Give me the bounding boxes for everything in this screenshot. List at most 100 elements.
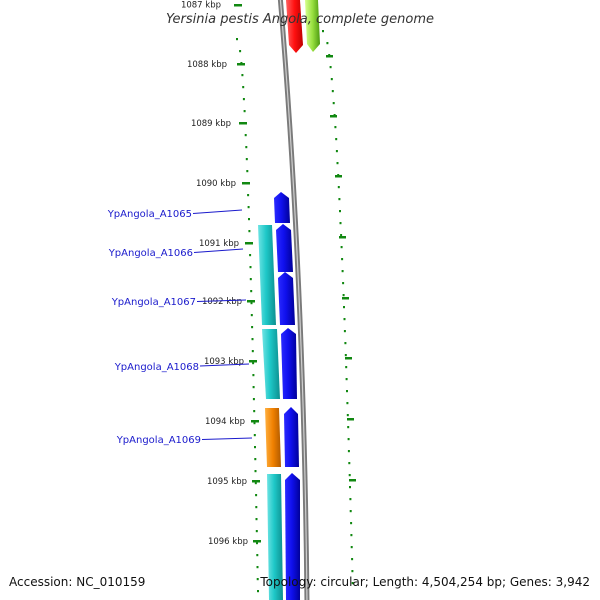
- tick-mark: [342, 297, 349, 300]
- ruler-dot: [334, 126, 337, 129]
- ruler-dot: [349, 498, 352, 501]
- tick-label: 1095 kbp: [207, 477, 247, 487]
- tick-mark: [239, 122, 247, 125]
- tick-labels: 1087 kbp 1088 kbp 1089 kbp 1090 kbp 1091…: [181, 1, 248, 548]
- tick-label: 1096 kbp: [208, 537, 248, 547]
- tick-mark: [234, 4, 242, 7]
- ruler-dot: [341, 270, 344, 273]
- ruler-dot: [346, 414, 349, 417]
- gene-feature-reverse: [262, 329, 280, 399]
- tick-mark: [330, 115, 337, 118]
- genome-summary-text: Topology: circular; Length: 4,504,254 bp…: [260, 575, 590, 589]
- map-title: Yersinia pestis Angola, complete genome: [166, 12, 434, 27]
- ruler-dot: [342, 282, 345, 285]
- ruler-dot: [244, 134, 247, 137]
- ruler-dot: [346, 402, 349, 405]
- tick-label: 1093 kbp: [204, 357, 244, 367]
- ruler-dot: [337, 186, 340, 189]
- ruler-dot: [322, 30, 324, 33]
- gene-feature-forward: [276, 224, 293, 272]
- tick-mark: [347, 418, 354, 421]
- ruler-dot: [340, 246, 343, 249]
- ruler-dot: [347, 438, 350, 441]
- ruler-dot: [245, 146, 248, 149]
- gene-feature-reverse: [267, 474, 283, 600]
- ruler-dot: [340, 234, 343, 237]
- ruler-dot: [249, 266, 252, 269]
- ruler-dot: [347, 450, 350, 453]
- ruler-dot: [251, 338, 254, 341]
- label-line: [199, 363, 250, 367]
- ruler-dots-left: [236, 38, 259, 593]
- ruler-dot: [350, 546, 353, 549]
- label-line: [192, 209, 243, 214]
- tick-mark: [326, 55, 333, 58]
- ruler-dots-right: [322, 30, 354, 585]
- tick-mark: [247, 300, 255, 303]
- ruler-dot: [351, 582, 354, 585]
- gene-feature-green: [305, 0, 320, 52]
- gene-feature-forward: [284, 407, 299, 467]
- ruler-dot: [254, 446, 256, 449]
- gene-feature-forward: [278, 272, 295, 325]
- gene-feature-reverse: [258, 225, 276, 325]
- ruler-dot: [256, 542, 258, 545]
- ruler-dot: [255, 518, 258, 521]
- ruler-dot: [250, 314, 253, 317]
- ruler-dot: [250, 302, 253, 305]
- ruler-dot: [345, 378, 348, 381]
- tick-mark: [245, 242, 253, 245]
- gene-feature-orange: [265, 408, 281, 467]
- ruler-dot: [335, 138, 338, 141]
- ruler-dot: [249, 278, 252, 281]
- ruler-dot: [247, 194, 250, 197]
- gene-labels: YpAngola_A1065 YpAngola_A1066 YpAngola_A…: [107, 209, 201, 446]
- ruler-dot: [243, 110, 246, 113]
- ruler-dot: [346, 390, 348, 393]
- ruler-dot: [349, 510, 352, 513]
- ruler-dot: [254, 458, 257, 461]
- ruler-dot: [255, 530, 258, 533]
- ruler-dot: [336, 162, 339, 165]
- ruler-dot: [339, 210, 341, 213]
- gene-feature-forward: [281, 328, 297, 399]
- ruler-dot: [348, 462, 351, 465]
- ruler-dot: [241, 74, 244, 77]
- gene-feature-forward: [285, 473, 300, 600]
- tick-mark: [237, 63, 245, 66]
- gene-label: YpAngola_A1067: [111, 297, 196, 308]
- ruler-dot: [335, 150, 338, 153]
- ruler-dot: [331, 90, 334, 93]
- tick-label: 1089 kbp: [191, 119, 231, 129]
- tick-mark: [249, 360, 257, 363]
- tick-mark: [251, 420, 259, 423]
- ruler-dot: [247, 206, 250, 209]
- tick-label: 1088 kbp: [187, 60, 227, 70]
- ruler-dot: [254, 482, 257, 485]
- ruler-dot: [332, 102, 335, 105]
- ruler-dot: [255, 506, 258, 509]
- ruler-dot: [343, 306, 345, 309]
- ruler-dot: [344, 342, 347, 345]
- ruler-dot: [242, 86, 245, 89]
- genome-backbone-highlight: [279, 0, 308, 600]
- ruler-dot: [253, 434, 256, 437]
- ruler-dot: [256, 554, 259, 557]
- ruler-dot: [350, 522, 353, 525]
- ruler-dot: [348, 474, 351, 477]
- ruler-dot: [351, 570, 354, 573]
- ruler-dot: [326, 42, 329, 45]
- ruler-dot: [257, 590, 259, 593]
- tick-mark: [252, 480, 260, 483]
- tick-label: 1091 kbp: [199, 239, 239, 249]
- ruler-dot: [249, 254, 252, 257]
- label-line: [201, 437, 253, 440]
- label-line: [196, 299, 247, 302]
- ruler-dot: [250, 290, 253, 293]
- ruler-dot: [242, 98, 245, 101]
- ruler-dot: [251, 350, 254, 353]
- ruler-dot: [339, 222, 342, 225]
- ruler-dot: [248, 230, 251, 233]
- ruler-dot: [236, 38, 238, 41]
